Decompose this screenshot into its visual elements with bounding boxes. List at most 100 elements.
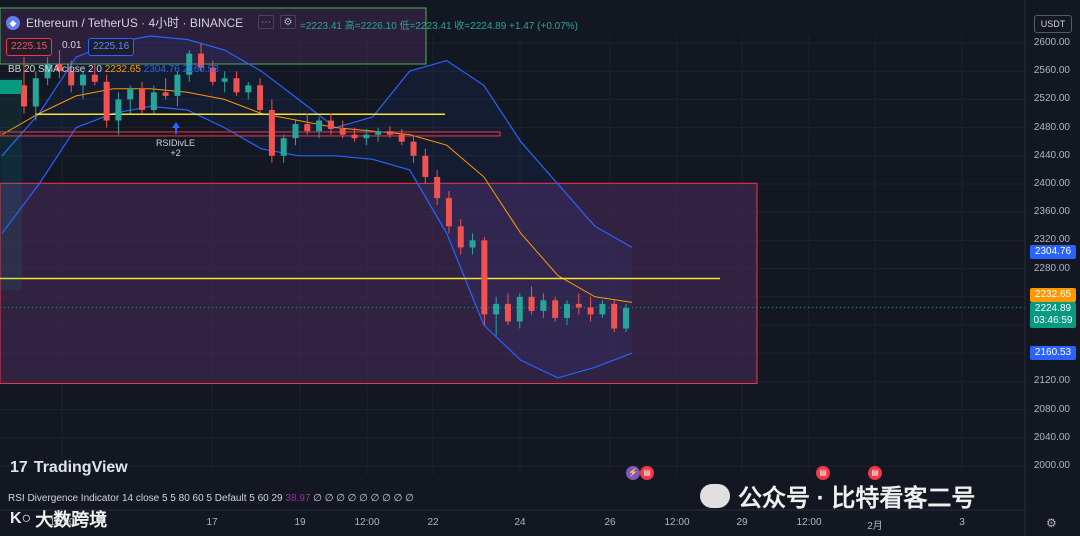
candle-body xyxy=(563,303,570,318)
bb-lower-value: 2160.53 xyxy=(182,64,219,75)
candle-body xyxy=(339,129,346,135)
time-tick-label: 24 xyxy=(514,517,526,528)
price-tick-label: 2360.00 xyxy=(1033,206,1070,218)
time-tick-label: 3 xyxy=(959,517,965,528)
rsi-label: RSI Divergence Indicator 14 close 5 5 80… xyxy=(8,493,283,504)
bigdata-text: 大数跨境 xyxy=(35,510,108,530)
candle-body xyxy=(316,120,323,132)
sell-button[interactable]: 2225.15 xyxy=(6,38,53,56)
candle-body xyxy=(280,138,287,156)
candle-body xyxy=(410,141,417,156)
us-flag-event-icon[interactable]: ▤ xyxy=(640,466,654,480)
candle-body xyxy=(198,53,205,68)
candle-body xyxy=(80,74,87,86)
zone-box-top xyxy=(0,7,427,65)
candle-body xyxy=(469,240,476,248)
candle-body xyxy=(363,134,370,139)
time-tick-label: 22 xyxy=(427,517,439,528)
rsi-legend[interactable]: RSI Divergence Indicator 14 close 5 5 80… xyxy=(8,493,414,504)
bb-label: BB 20 SMA close 2 0 xyxy=(8,64,102,75)
current-price-value: 2224.89 xyxy=(1034,303,1072,314)
candle-body xyxy=(457,226,464,248)
session-marker xyxy=(0,80,22,94)
bb-upper-tag: 2304.76 xyxy=(1030,245,1076,259)
candle-body xyxy=(528,296,535,311)
candle-body xyxy=(398,134,405,142)
rsi-placeholders: ∅ ∅ ∅ ∅ ∅ ∅ ∅ ∅ ∅ xyxy=(313,493,414,504)
candle-body xyxy=(56,64,63,72)
candle-body xyxy=(599,303,606,315)
spread-value: 0.01 xyxy=(62,40,82,51)
bar-countdown: 03:46:59 xyxy=(1033,315,1073,326)
candle-body xyxy=(516,296,523,322)
bb-basis-value: 2232.65 xyxy=(104,64,141,75)
rsi-value: 38.97 xyxy=(285,493,311,504)
currency-selector[interactable]: USDT xyxy=(1034,15,1072,33)
time-tick-label: 17 xyxy=(206,517,218,528)
us-flag-event-icon[interactable]: ▤ xyxy=(816,466,830,480)
settings-icon[interactable]: ⚙ xyxy=(280,15,296,29)
price-tick-label: 2120.00 xyxy=(1033,375,1070,387)
candle-body xyxy=(434,176,441,199)
candle-body xyxy=(481,240,488,315)
candle-body xyxy=(115,99,122,121)
us-flag-event-icon[interactable]: ▤ xyxy=(868,466,882,480)
candle-body xyxy=(139,88,146,110)
candle-body xyxy=(575,303,582,308)
price-tick-label: 2440.00 xyxy=(1033,149,1070,161)
candle-body xyxy=(375,131,382,135)
candle-body xyxy=(587,307,594,315)
candle-body xyxy=(493,303,500,315)
candle-body xyxy=(186,53,193,75)
ohlc-values: =2223.41 高=2226.10 低=2223.41 收=2224.89 +… xyxy=(300,17,578,32)
candle-body xyxy=(257,85,264,110)
candle-body xyxy=(304,124,311,132)
candle-body xyxy=(351,134,358,139)
symbol-legend[interactable]: ◆ Ethereum / TetherUS · 4小时 · BINANCE xyxy=(6,14,243,31)
candle-body xyxy=(422,155,429,177)
wechat-watermark: 公众号 · 比特看客二号 xyxy=(700,478,975,513)
candle-body xyxy=(540,300,547,311)
time-tick-label: 19 xyxy=(294,517,306,528)
candle-body xyxy=(44,64,51,79)
level-band xyxy=(0,131,501,137)
bigdata-watermark: K○ 大数跨境 xyxy=(10,506,107,532)
time-tick-label: 2月 xyxy=(867,521,883,532)
bollinger-legend[interactable]: BB 20 SMA close 2 0 2232.65 2304.76 2160… xyxy=(8,64,219,75)
candle-body xyxy=(150,92,157,110)
lightning-event-icon[interactable]: ⚡ xyxy=(626,466,640,480)
candle-body xyxy=(245,85,252,93)
time-tick-label: 12:00 xyxy=(664,517,690,528)
time-tick-label: 29 xyxy=(736,517,748,528)
candle-body xyxy=(292,124,299,139)
wechat-icon xyxy=(700,483,730,508)
candle-body xyxy=(611,303,618,329)
rsi-div-signal[interactable]: RSIDivLE +2 xyxy=(156,138,195,158)
price-tick-label: 2400.00 xyxy=(1033,178,1070,189)
bb-lower-tag: 2160.53 xyxy=(1030,346,1076,360)
bb-fill xyxy=(2,36,632,378)
buy-button[interactable]: 2225.16 xyxy=(88,38,135,56)
candle-body xyxy=(162,92,169,96)
buy-arrow-icon xyxy=(172,122,180,134)
current-price-tag: 2224.89 03:46:59 xyxy=(1030,302,1076,328)
price-tick-label: 2560.00 xyxy=(1033,65,1070,77)
more-options-icon[interactable]: ⋯ xyxy=(258,15,274,29)
ethereum-logo-icon: ◆ xyxy=(6,15,20,30)
price-tick-label: 2000.00 xyxy=(1033,460,1070,471)
bb-upper-value: 2304.76 xyxy=(143,64,180,75)
candle-body xyxy=(174,74,181,96)
candle-body xyxy=(504,303,511,322)
price-tick-label: 2600.00 xyxy=(1033,37,1070,48)
session-band xyxy=(0,78,22,290)
bigdata-logo-icon: K○ xyxy=(10,510,32,527)
signal-label: RSIDivLE xyxy=(156,138,196,148)
zone-box xyxy=(0,182,758,385)
candle-body xyxy=(233,78,240,93)
settings-gear-icon[interactable]: ⚙ xyxy=(1046,516,1057,530)
candle-body xyxy=(127,88,134,100)
candle-body xyxy=(552,300,559,318)
candle-body xyxy=(221,78,228,82)
tradingview-watermark: 17 TradingView xyxy=(10,459,128,477)
